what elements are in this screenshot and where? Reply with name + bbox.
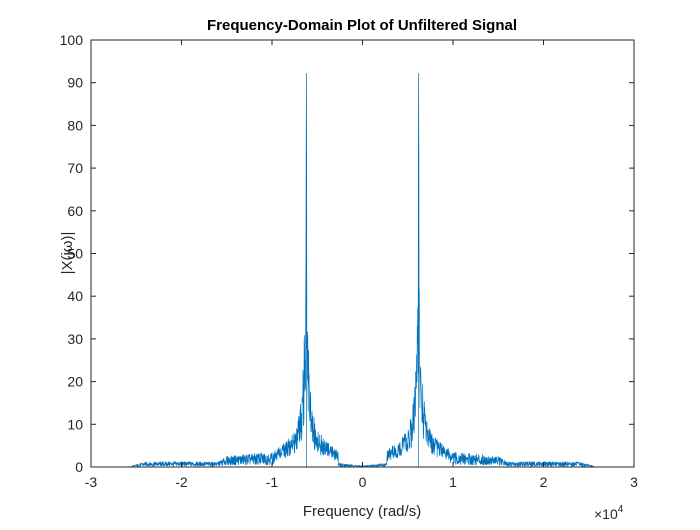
y-tick-label: 60 bbox=[67, 203, 83, 219]
peak-point bbox=[418, 73, 420, 75]
x-tick-label: 3 bbox=[630, 474, 638, 490]
y-axis-label: |X(jω)| bbox=[59, 232, 76, 275]
y-tick-label: 90 bbox=[67, 75, 83, 91]
x-tick-label: 2 bbox=[540, 474, 548, 490]
y-tick-label: 0 bbox=[75, 459, 83, 475]
x-tick-label: -2 bbox=[175, 474, 188, 490]
x-axis-label: Frequency (rad/s) bbox=[303, 503, 421, 520]
x-tick-label: -1 bbox=[266, 474, 279, 490]
x-tick-label: 0 bbox=[359, 474, 367, 490]
y-tick-label: 100 bbox=[60, 32, 84, 48]
y-tick-label: 20 bbox=[67, 374, 83, 390]
y-tick-label: 70 bbox=[67, 160, 83, 176]
y-tick-label: 50 bbox=[67, 246, 83, 262]
y-tick-label: 80 bbox=[67, 117, 83, 133]
axes-background bbox=[91, 40, 634, 467]
y-tick-label: 30 bbox=[67, 331, 83, 347]
chart-title: Frequency-Domain Plot of Unfiltered Sign… bbox=[207, 17, 517, 34]
y-tick-label: 40 bbox=[67, 288, 83, 304]
x-axis-multiplier: ×104 bbox=[594, 504, 624, 522]
x-multiplier-base: ×10 bbox=[594, 506, 618, 522]
x-multiplier-exponent: 4 bbox=[618, 504, 624, 515]
peak-point bbox=[305, 73, 307, 75]
x-tick-label: -3 bbox=[85, 474, 98, 490]
y-tick-label: 10 bbox=[67, 416, 83, 432]
x-tick-label: 1 bbox=[449, 474, 457, 490]
